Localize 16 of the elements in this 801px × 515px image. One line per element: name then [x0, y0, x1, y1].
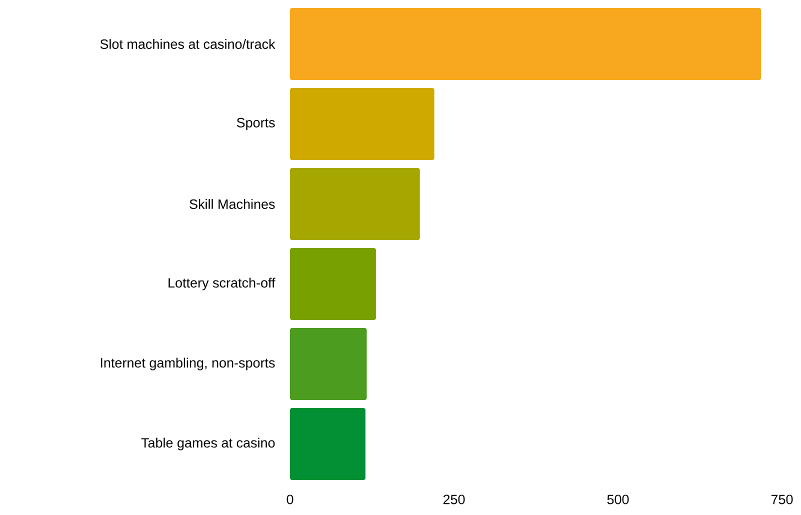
bar: [290, 88, 434, 160]
bar: [290, 168, 420, 240]
y-tick-label: Table games at casino: [141, 438, 275, 450]
x-tick-label: 250: [443, 494, 465, 504]
bar: [290, 408, 366, 480]
x-tick-label: 750: [771, 494, 793, 504]
y-tick-label: Skill Machines: [190, 199, 275, 209]
x-tick-label: 500: [607, 494, 629, 504]
bar: [290, 328, 367, 400]
y-tick-label: Sports: [236, 118, 275, 130]
y-tick-label: Internet gambling, non-sports: [100, 358, 275, 370]
bar: [290, 8, 762, 80]
bar: [290, 248, 376, 320]
x-tick-label: 0: [286, 494, 294, 504]
y-tick-label: Lottery scratch-off: [168, 278, 276, 290]
y-tick-label: Slot machines at casino/track: [100, 39, 276, 49]
